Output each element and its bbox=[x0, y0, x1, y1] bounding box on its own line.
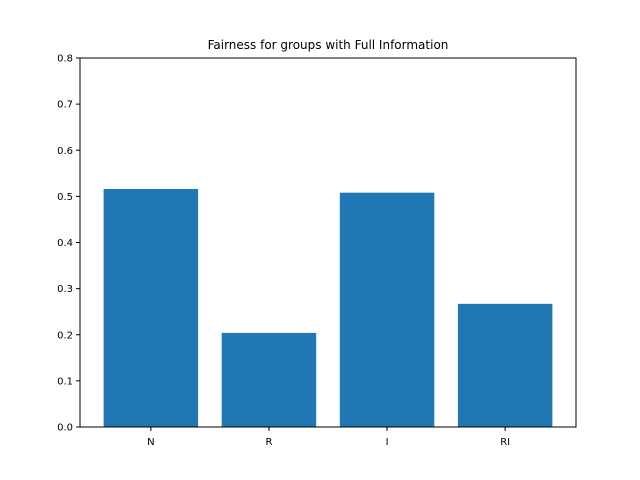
y-tick-label: 0.7 bbox=[57, 100, 73, 111]
y-tick-label: 0.0 bbox=[57, 423, 73, 434]
y-tick-label: 0.2 bbox=[57, 330, 73, 341]
plot-frame bbox=[79, 57, 577, 428]
x-tick-label: I bbox=[386, 437, 389, 448]
y-tick-label: 0.6 bbox=[57, 146, 73, 157]
y-tick-label: 0.3 bbox=[57, 284, 73, 295]
bar-ri bbox=[457, 303, 553, 427]
bars-group bbox=[103, 188, 553, 427]
y-tick-label: 0.1 bbox=[57, 376, 73, 387]
y-tick-label: 0.8 bbox=[57, 54, 73, 65]
y-tick-label: 0.4 bbox=[57, 238, 73, 249]
x-tick-label: R bbox=[265, 437, 272, 448]
x-tick-label: N bbox=[147, 437, 154, 448]
bar-r bbox=[221, 332, 317, 427]
bar-n bbox=[103, 188, 199, 427]
chart-title: Fairness for groups with Full Informatio… bbox=[208, 38, 449, 52]
x-axis: N R I RI bbox=[147, 427, 510, 448]
y-axis: 0.0 0.1 0.2 0.3 0.4 0.5 0.6 0.7 0.8 bbox=[57, 54, 80, 434]
y-tick-label: 0.5 bbox=[57, 192, 73, 203]
bar-i bbox=[339, 192, 435, 427]
x-tick-label: RI bbox=[500, 437, 510, 448]
